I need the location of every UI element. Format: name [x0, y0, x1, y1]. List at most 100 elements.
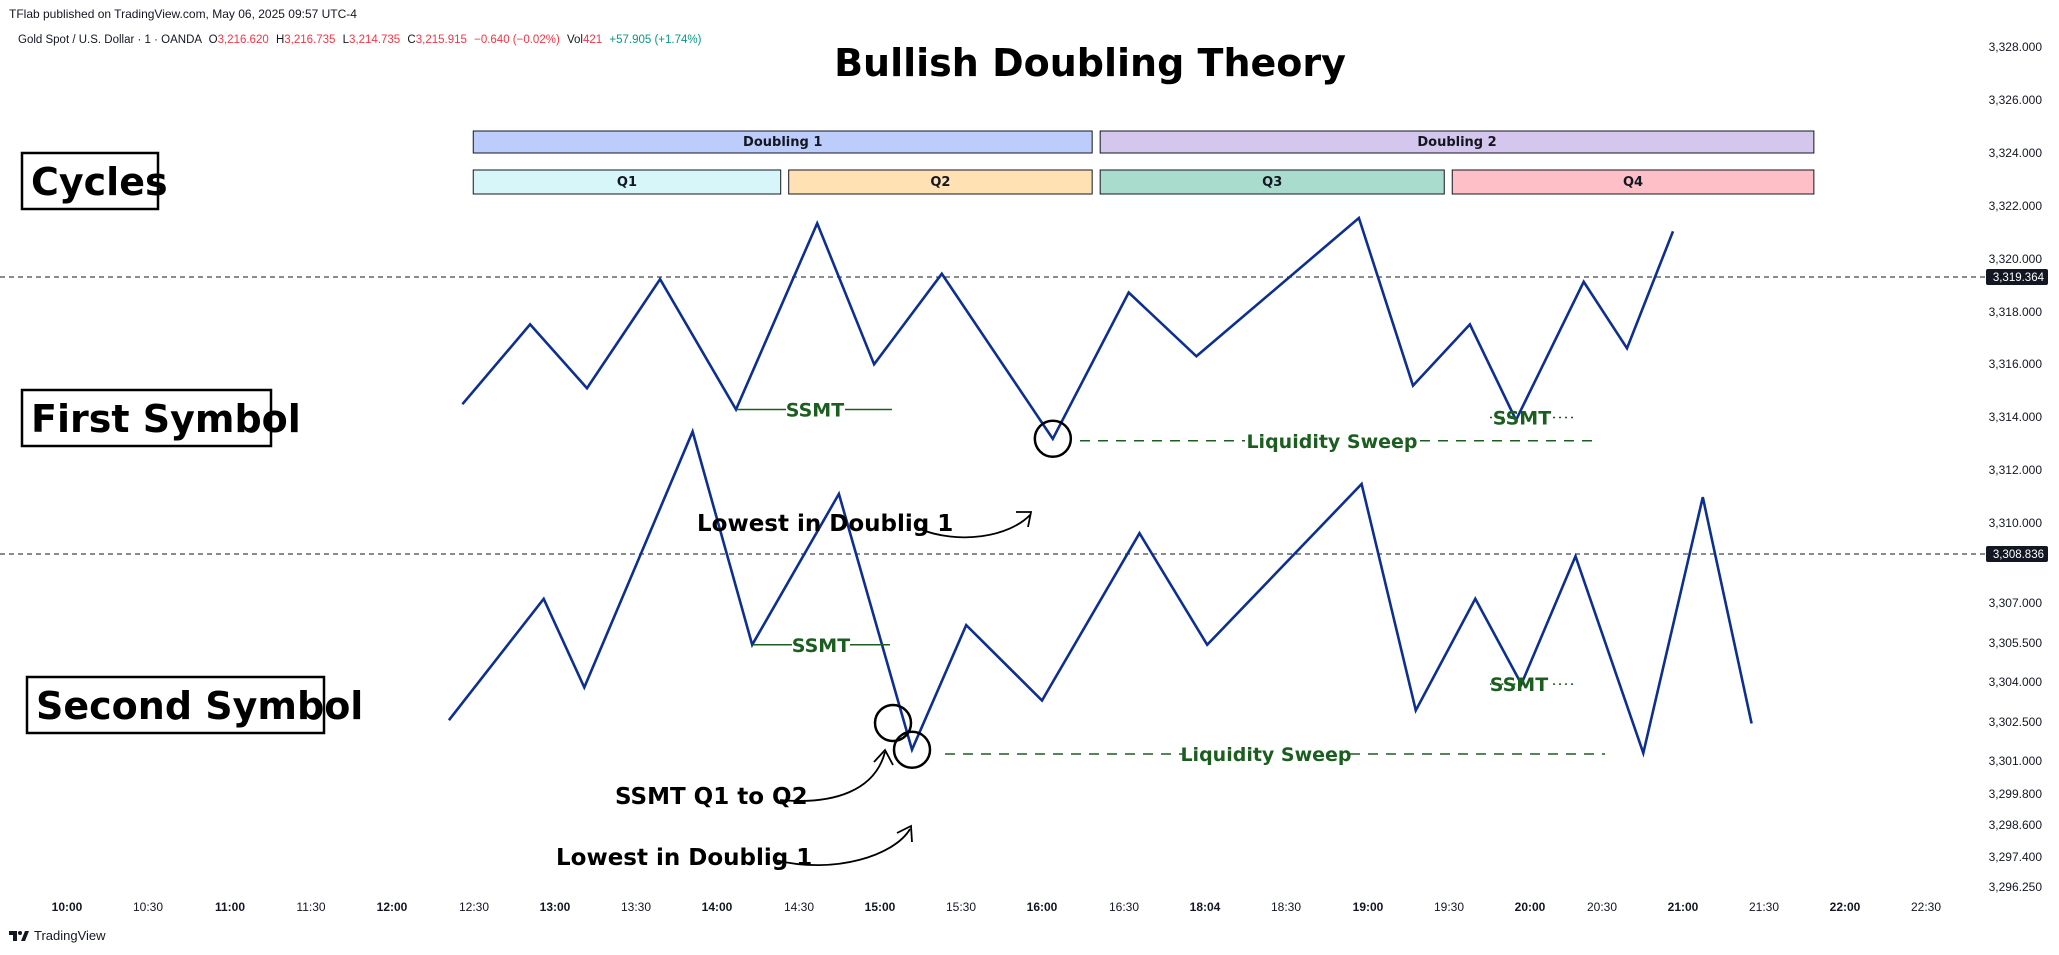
y-tick-label: 3,307.000 [1989, 596, 2043, 610]
x-tick-label: 13:30 [621, 900, 651, 914]
arrow-head [873, 748, 894, 766]
price-badge-label-2: 3,308.836 [1993, 549, 2044, 561]
x-tick-label: 20:30 [1587, 900, 1617, 914]
x-tick-label: 22:00 [1830, 900, 1861, 914]
x-tick-label: 21:30 [1749, 900, 1779, 914]
y-tick-label: 3,310.000 [1989, 516, 2043, 530]
x-tick-label: 13:00 [540, 900, 571, 914]
x-tick-label: 21:00 [1668, 900, 1699, 914]
symbol-legend: Gold Spot / U.S. Dollar · 1 · OANDA O3,2… [18, 34, 701, 46]
quarter-label-q1: Q1 [617, 175, 637, 190]
quarter-label-q4: Q4 [1623, 175, 1643, 190]
y-tick-label: 3,298.600 [1989, 818, 2043, 832]
y-tick-label: 3,316.000 [1989, 357, 2043, 371]
price-badge-1 [1986, 269, 2048, 285]
doubling-label-2: Doubling 2 [1417, 135, 1496, 150]
high-value: 3,216.735 [284, 34, 336, 46]
liquidity-sweep-label: Liquidity Sweep [1180, 744, 1351, 766]
x-tick-label: 15:00 [865, 900, 896, 914]
y-tick-label: 3,304.000 [1989, 675, 2043, 689]
quarter-bar-q4 [1451, 169, 1815, 195]
ssmt-label: SSMT [1493, 407, 1551, 429]
price-badge-2 [1986, 546, 2048, 562]
y-tick-label: 3,312.000 [1989, 463, 2043, 477]
x-tick-label: 10:30 [133, 900, 163, 914]
lowest-label: Lowest in Doublig 1 [556, 845, 812, 871]
footer-brand[interactable]: TradingView [34, 928, 106, 943]
arrow-curve [774, 828, 911, 867]
tradingview-logo-icon [9, 930, 29, 941]
y-tick-label: 3,305.500 [1989, 636, 2043, 650]
quarter-bar-q3 [1099, 169, 1445, 195]
label-box-first_symbol [20, 388, 273, 448]
y-tick-label: 3,297.400 [1989, 850, 2043, 864]
doubling-bar-2 [1099, 130, 1815, 154]
low-label: L [342, 34, 350, 46]
x-tick-label: 15:30 [946, 900, 976, 914]
x-tick-label: 18:30 [1271, 900, 1301, 914]
y-tick-label: 3,328.000 [1989, 40, 2043, 54]
x-tick-label: 14:30 [784, 900, 814, 914]
ssmt-circle [873, 703, 913, 743]
second-symbol-line [447, 427, 1753, 758]
x-tick-label: 16:00 [1027, 900, 1058, 914]
y-tick-label: 3,301.000 [1989, 754, 2043, 768]
arrow-curve [779, 751, 886, 802]
y-tick-label: 3,314.000 [1989, 410, 2043, 424]
label-box-second_symbol [25, 675, 326, 735]
published-by: TFlab published on TradingView.com, May … [9, 7, 357, 21]
open-label: O [208, 34, 218, 46]
label-second-symbol: Second Symbol [36, 684, 363, 728]
session-change-value: +57.905 (+1.74%) [609, 34, 702, 46]
ssmt-label: SSMT [792, 635, 850, 657]
y-tick-label: 3,320.000 [1989, 252, 2043, 266]
x-tick-label: 19:00 [1353, 900, 1384, 914]
y-tick-label: 3,326.000 [1989, 93, 2043, 107]
quarter-bar-q2 [788, 169, 1093, 195]
symbol-name[interactable]: Gold Spot / U.S. Dollar · 1 · OANDA [18, 34, 202, 46]
x-tick-label: 19:30 [1434, 900, 1464, 914]
arrow-head [1016, 511, 1033, 528]
quarter-label-q2: Q2 [930, 175, 950, 190]
doubling-label-1: Doubling 1 [743, 135, 822, 150]
x-tick-label: 14:00 [702, 900, 733, 914]
x-tick-label: 12:00 [377, 900, 408, 914]
arrow-head [896, 824, 913, 843]
liquidity-sweep-label: Liquidity Sweep [1246, 431, 1417, 453]
open-value: 3,216.620 [217, 34, 269, 46]
lowest-label: Lowest in Doublig 1 [697, 511, 953, 537]
footer: TradingView [9, 928, 106, 943]
vol-label: Vol [566, 34, 583, 46]
label-first-symbol: First Symbol [31, 397, 301, 441]
lowest-circle [892, 730, 932, 769]
x-tick-label: 16:30 [1109, 900, 1139, 914]
label-box-cycles [20, 151, 160, 211]
x-tick-label: 10:00 [52, 900, 83, 914]
y-tick-label: 3,296.250 [1989, 880, 2043, 894]
x-tick-label: 12:30 [459, 900, 489, 914]
low-value: 3,214.735 [349, 34, 401, 46]
chart-title: Bullish Doubling Theory [834, 41, 1346, 85]
y-tick-label: 3,322.000 [1989, 199, 2043, 213]
price-badge-label-1: 3,319.364 [1993, 272, 2045, 284]
close-value: 3,215.915 [415, 34, 467, 46]
x-tick-label: 22:30 [1911, 900, 1941, 914]
change-value: −0.640 (−0.02%) [474, 34, 560, 46]
y-tick-label: 3,324.000 [1989, 146, 2043, 160]
x-tick-label: 11:30 [296, 900, 325, 914]
label-cycles: Cycles [31, 160, 168, 204]
first-symbol-line [461, 215, 1675, 442]
y-tick-label: 3,302.500 [1989, 715, 2043, 729]
close-label: C [407, 34, 416, 46]
lowest-circle [1033, 419, 1073, 459]
x-tick-label: 20:00 [1515, 900, 1546, 914]
high-label: H [275, 34, 285, 46]
vol-value: 421 [582, 34, 603, 46]
doubling-bar-1 [472, 130, 1093, 154]
y-tick-label: 3,299.800 [1989, 787, 2043, 801]
quarter-bar-q1 [472, 169, 782, 195]
x-tick-label: 11:00 [215, 900, 245, 914]
quarter-label-q3: Q3 [1262, 175, 1282, 190]
x-tick-label: 18:04 [1190, 900, 1221, 914]
